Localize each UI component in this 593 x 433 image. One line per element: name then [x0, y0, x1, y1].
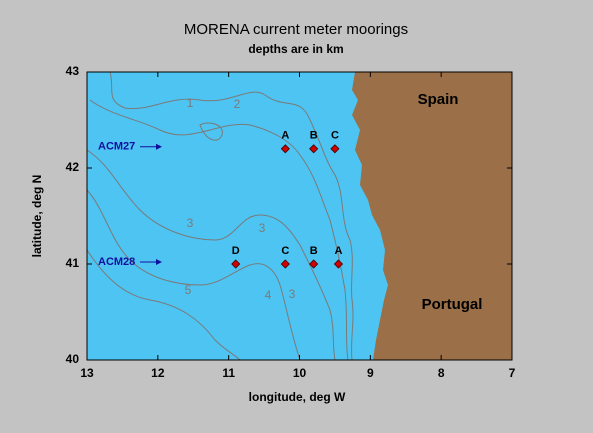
y-axis-label: latitude, deg N	[30, 175, 44, 258]
annotation-arrowhead	[156, 259, 162, 265]
mooring-point	[330, 144, 340, 154]
contour-4	[86, 189, 301, 361]
x-axis-label: longitude, deg W	[249, 390, 346, 404]
contour-label: 2	[234, 97, 241, 111]
point-label: D	[232, 245, 240, 257]
contours	[86, 71, 354, 361]
point-label: C	[281, 245, 289, 257]
y-tick-label: 42	[66, 160, 80, 174]
x-tick-label: 8	[438, 366, 445, 380]
x-tick-label: 9	[367, 366, 374, 380]
region-label: Portugal	[422, 296, 483, 313]
contour-label: 3	[259, 221, 266, 235]
y-tick-label: 41	[66, 256, 80, 270]
mooring-point	[280, 144, 290, 154]
point-label: A	[334, 245, 342, 257]
y-tick-label: 43	[66, 64, 80, 78]
contour-island	[199, 122, 223, 141]
y-tick-label: 40	[66, 352, 80, 366]
x-tick-label: 12	[151, 366, 165, 380]
contour-1	[109, 71, 354, 361]
x-tick-label: 13	[80, 366, 94, 380]
contour-3	[86, 149, 336, 361]
x-tick-label: 7	[509, 366, 516, 380]
contour-label: 1	[187, 96, 194, 110]
mooring-point	[333, 259, 344, 269]
legend-label: ACM27	[98, 141, 135, 153]
point-label: B	[310, 130, 318, 142]
mooring-point	[231, 259, 241, 269]
contour-5	[86, 249, 241, 361]
land	[352, 72, 512, 360]
contour-label: 4	[265, 288, 272, 302]
point-label: A	[281, 130, 289, 142]
contour-label: 5	[185, 283, 192, 297]
legend-label: ACM28	[98, 256, 135, 268]
contour-label: 3	[289, 287, 296, 301]
mooring-point	[280, 259, 290, 269]
x-tick-label: 11	[222, 366, 235, 380]
mooring-point	[309, 259, 319, 269]
point-label: C	[331, 130, 339, 142]
contour-label: 3	[187, 216, 194, 230]
region-label: Spain	[418, 91, 459, 108]
mooring-point	[309, 144, 319, 154]
chart-title: MORENA current meter moorings	[184, 21, 408, 38]
chart-subtitle: depths are in km	[248, 42, 343, 56]
x-tick-label: 10	[293, 366, 307, 380]
point-label: B	[310, 245, 318, 257]
contour-2	[89, 99, 349, 361]
annotation-arrowhead	[156, 143, 162, 150]
